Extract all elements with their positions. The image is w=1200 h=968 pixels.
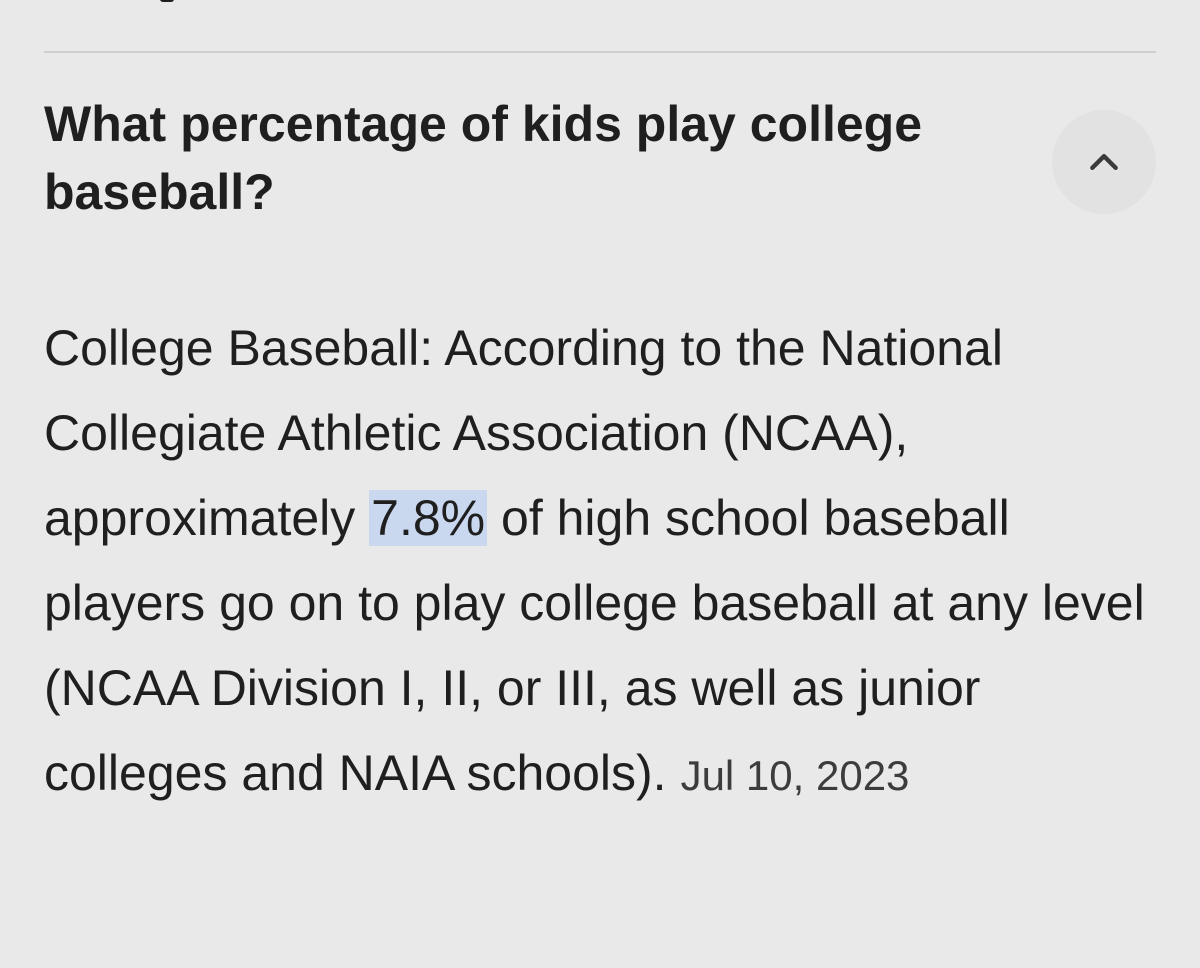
divider	[44, 51, 1156, 53]
collapse-toggle-button[interactable]	[1052, 110, 1156, 214]
faq-question[interactable]: What percentage of kids play college bas…	[44, 96, 923, 220]
answer-text: College Baseball: According to the Natio…	[44, 320, 1003, 546]
highlighted-statistic: 7.8%	[369, 490, 488, 546]
chevron-up-icon	[1090, 154, 1118, 170]
answer-text-continued: of high school baseball players go on to…	[44, 490, 1145, 801]
faq-answer: College Baseball: According to the Natio…	[44, 306, 1164, 818]
previous-item-fragment	[160, 0, 174, 2]
answer-date: Jul 10, 2023	[680, 752, 910, 799]
